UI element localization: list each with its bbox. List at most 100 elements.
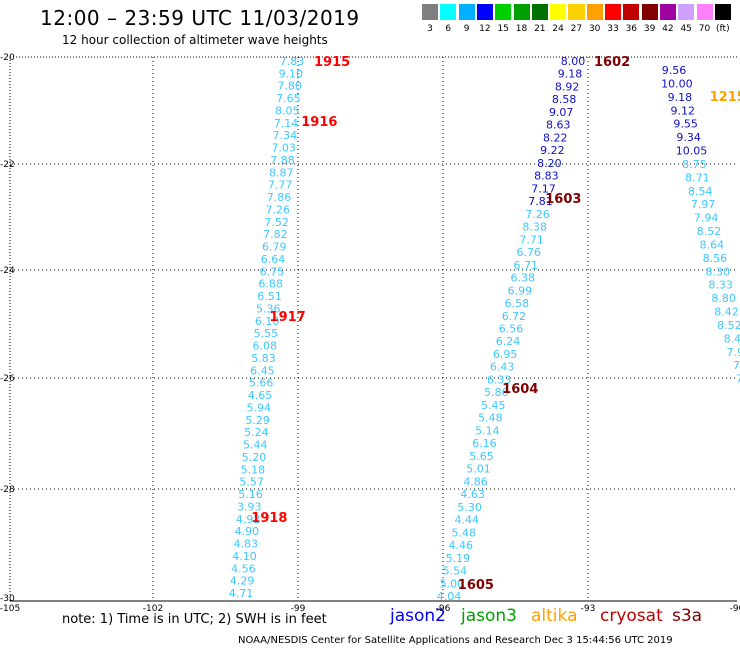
wave-height-value: 5.65 bbox=[469, 450, 494, 463]
wave-height-value: 9.22 bbox=[540, 144, 565, 157]
wave-height-value: 7.86 bbox=[267, 191, 292, 204]
wave-height-value: 6.95 bbox=[493, 348, 518, 361]
wave-height-value: 4.04 bbox=[437, 590, 462, 603]
wave-height-value: 5.66 bbox=[249, 377, 274, 390]
scale-label: 30 bbox=[588, 24, 601, 34]
wave-height-value: 5.24 bbox=[244, 426, 269, 439]
scale-label: 9 bbox=[463, 24, 470, 34]
wave-height-value: 8.00 bbox=[561, 55, 586, 68]
scale-label: 12 bbox=[479, 24, 491, 34]
scale-swatch bbox=[495, 4, 512, 20]
wave-height-value: 5.36 bbox=[256, 302, 281, 315]
wave-height-value: 6.75 bbox=[260, 265, 285, 278]
wave-height-value: 8.87 bbox=[269, 166, 294, 179]
wave-height-value: 8.05 bbox=[275, 104, 300, 117]
wave-height-value: 4.92 bbox=[236, 513, 261, 526]
wave-height-value: 5.94 bbox=[247, 401, 272, 414]
wave-height-value: 7.97 bbox=[691, 198, 716, 211]
wave-height-value: 4.86 bbox=[463, 475, 488, 488]
scale-swatch bbox=[714, 4, 731, 20]
longitude-label: -96 bbox=[436, 604, 451, 614]
wave-height-value: 5.19 bbox=[446, 552, 471, 565]
wave-height-value: 7.03 bbox=[271, 142, 296, 155]
scale-swatch bbox=[476, 4, 494, 20]
scale-label: 42 bbox=[662, 24, 674, 34]
wave-height-value: 7.17 bbox=[531, 182, 556, 195]
wave-height-value: 7.65 bbox=[276, 92, 301, 105]
wave-height-value: 7.83 bbox=[280, 55, 305, 68]
wave-height-value: 7.88 bbox=[270, 154, 295, 167]
footer-credit: NOAA/NESDIS Center for Satellite Applica… bbox=[238, 635, 673, 646]
scale-swatch bbox=[696, 4, 713, 20]
wave-height-value: 8.54 bbox=[688, 185, 713, 198]
footer-note: note: 1) Time is in UTC; 2) SWH is in fe… bbox=[62, 612, 327, 627]
wave-height-value: 6.16 bbox=[472, 437, 497, 450]
wave-height-value: 7.14 bbox=[274, 117, 299, 130]
wave-height-value: 9.56 bbox=[662, 64, 687, 77]
wave-height-value: 6.72 bbox=[502, 310, 527, 323]
wave-height-value: 8.75 bbox=[682, 158, 707, 171]
wave-height-value: 5.16 bbox=[238, 488, 263, 501]
wave-height-value: 9.55 bbox=[673, 118, 698, 131]
longitude-label: -102 bbox=[143, 604, 163, 614]
scale-swatch bbox=[641, 4, 658, 20]
wave-height-value: 7.81 bbox=[528, 195, 553, 208]
scale-swatch bbox=[531, 4, 548, 20]
scale-label: 15 bbox=[497, 24, 509, 34]
wave-height-value: 5.14 bbox=[475, 424, 500, 437]
wave-height-value: 6.88 bbox=[258, 278, 283, 291]
wave-height-value: 6.56 bbox=[499, 323, 524, 336]
wave-height-value: 5.18 bbox=[241, 463, 266, 476]
wave-height-value: 8.38 bbox=[522, 221, 547, 234]
wave-height-value: 6.33 bbox=[487, 373, 512, 386]
wave-height-value: 7.9 bbox=[727, 346, 740, 359]
wave-height-value: 7.94 bbox=[694, 212, 719, 225]
wave-height-value: 9.18 bbox=[668, 91, 693, 104]
legend-entry-s3a: s3a bbox=[672, 606, 703, 626]
wave-height-value: 6.58 bbox=[505, 297, 530, 310]
scale-label: 3 bbox=[427, 24, 433, 34]
wave-height-value: 8.64 bbox=[700, 238, 725, 251]
scale-label: 39 bbox=[643, 24, 656, 34]
wave-height-value: 5.01 bbox=[466, 463, 491, 476]
pass-time-label: 1915 bbox=[314, 55, 350, 70]
wave-height-value: 8.4 bbox=[724, 332, 740, 345]
wave-height-value: 7.80 bbox=[277, 80, 302, 93]
wave-height-value: 5.30 bbox=[457, 501, 482, 514]
wave-height-value: 7. bbox=[736, 373, 740, 386]
wave-height-value: 6.64 bbox=[261, 253, 286, 266]
page-title: 12:00 – 23:59 UTC 11/03/2019 bbox=[40, 6, 360, 30]
legend-entry-jason3: jason3 bbox=[461, 606, 517, 626]
wave-height-value: 10.05 bbox=[676, 145, 708, 158]
scale-swatch bbox=[586, 4, 603, 20]
wave-height-value: 10.00 bbox=[661, 77, 693, 90]
scale-label: 70 bbox=[698, 24, 711, 34]
wave-height-value: 8.71 bbox=[685, 171, 710, 184]
wave-height-value: 4.44 bbox=[454, 514, 479, 527]
wave-height-value: 6.71 bbox=[514, 259, 539, 272]
wave-height-value: 8.80 bbox=[711, 292, 736, 305]
wave-height-value: 8.42 bbox=[714, 306, 739, 319]
wave-height-value: 4.56 bbox=[231, 562, 256, 575]
wave-height-value: 7.26 bbox=[525, 208, 550, 221]
wave-height-value: 7.82 bbox=[263, 228, 288, 241]
scale-swatch bbox=[605, 4, 622, 20]
wave-height-value: 8.52 bbox=[717, 319, 740, 332]
latitude-label: -26 bbox=[0, 374, 15, 384]
wave-height-value: 7. bbox=[733, 359, 740, 372]
wave-height-value: 6.45 bbox=[250, 364, 275, 377]
wave-height-value: 6.99 bbox=[508, 284, 533, 297]
wave-height-value: 7.77 bbox=[268, 179, 293, 192]
wave-height-value: 4.71 bbox=[229, 587, 254, 600]
scale-swatch bbox=[550, 4, 567, 20]
scale-swatch bbox=[568, 4, 585, 20]
wave-height-value: 8.92 bbox=[555, 80, 580, 93]
wave-height-value: 5.44 bbox=[243, 439, 268, 452]
wave-height-value: 6.51 bbox=[257, 290, 282, 303]
scale-label: 45 bbox=[680, 24, 692, 34]
wave-height-value: 8.63 bbox=[546, 119, 571, 132]
wave-height-value: 6.43 bbox=[490, 361, 515, 374]
scale-swatch bbox=[513, 4, 530, 20]
